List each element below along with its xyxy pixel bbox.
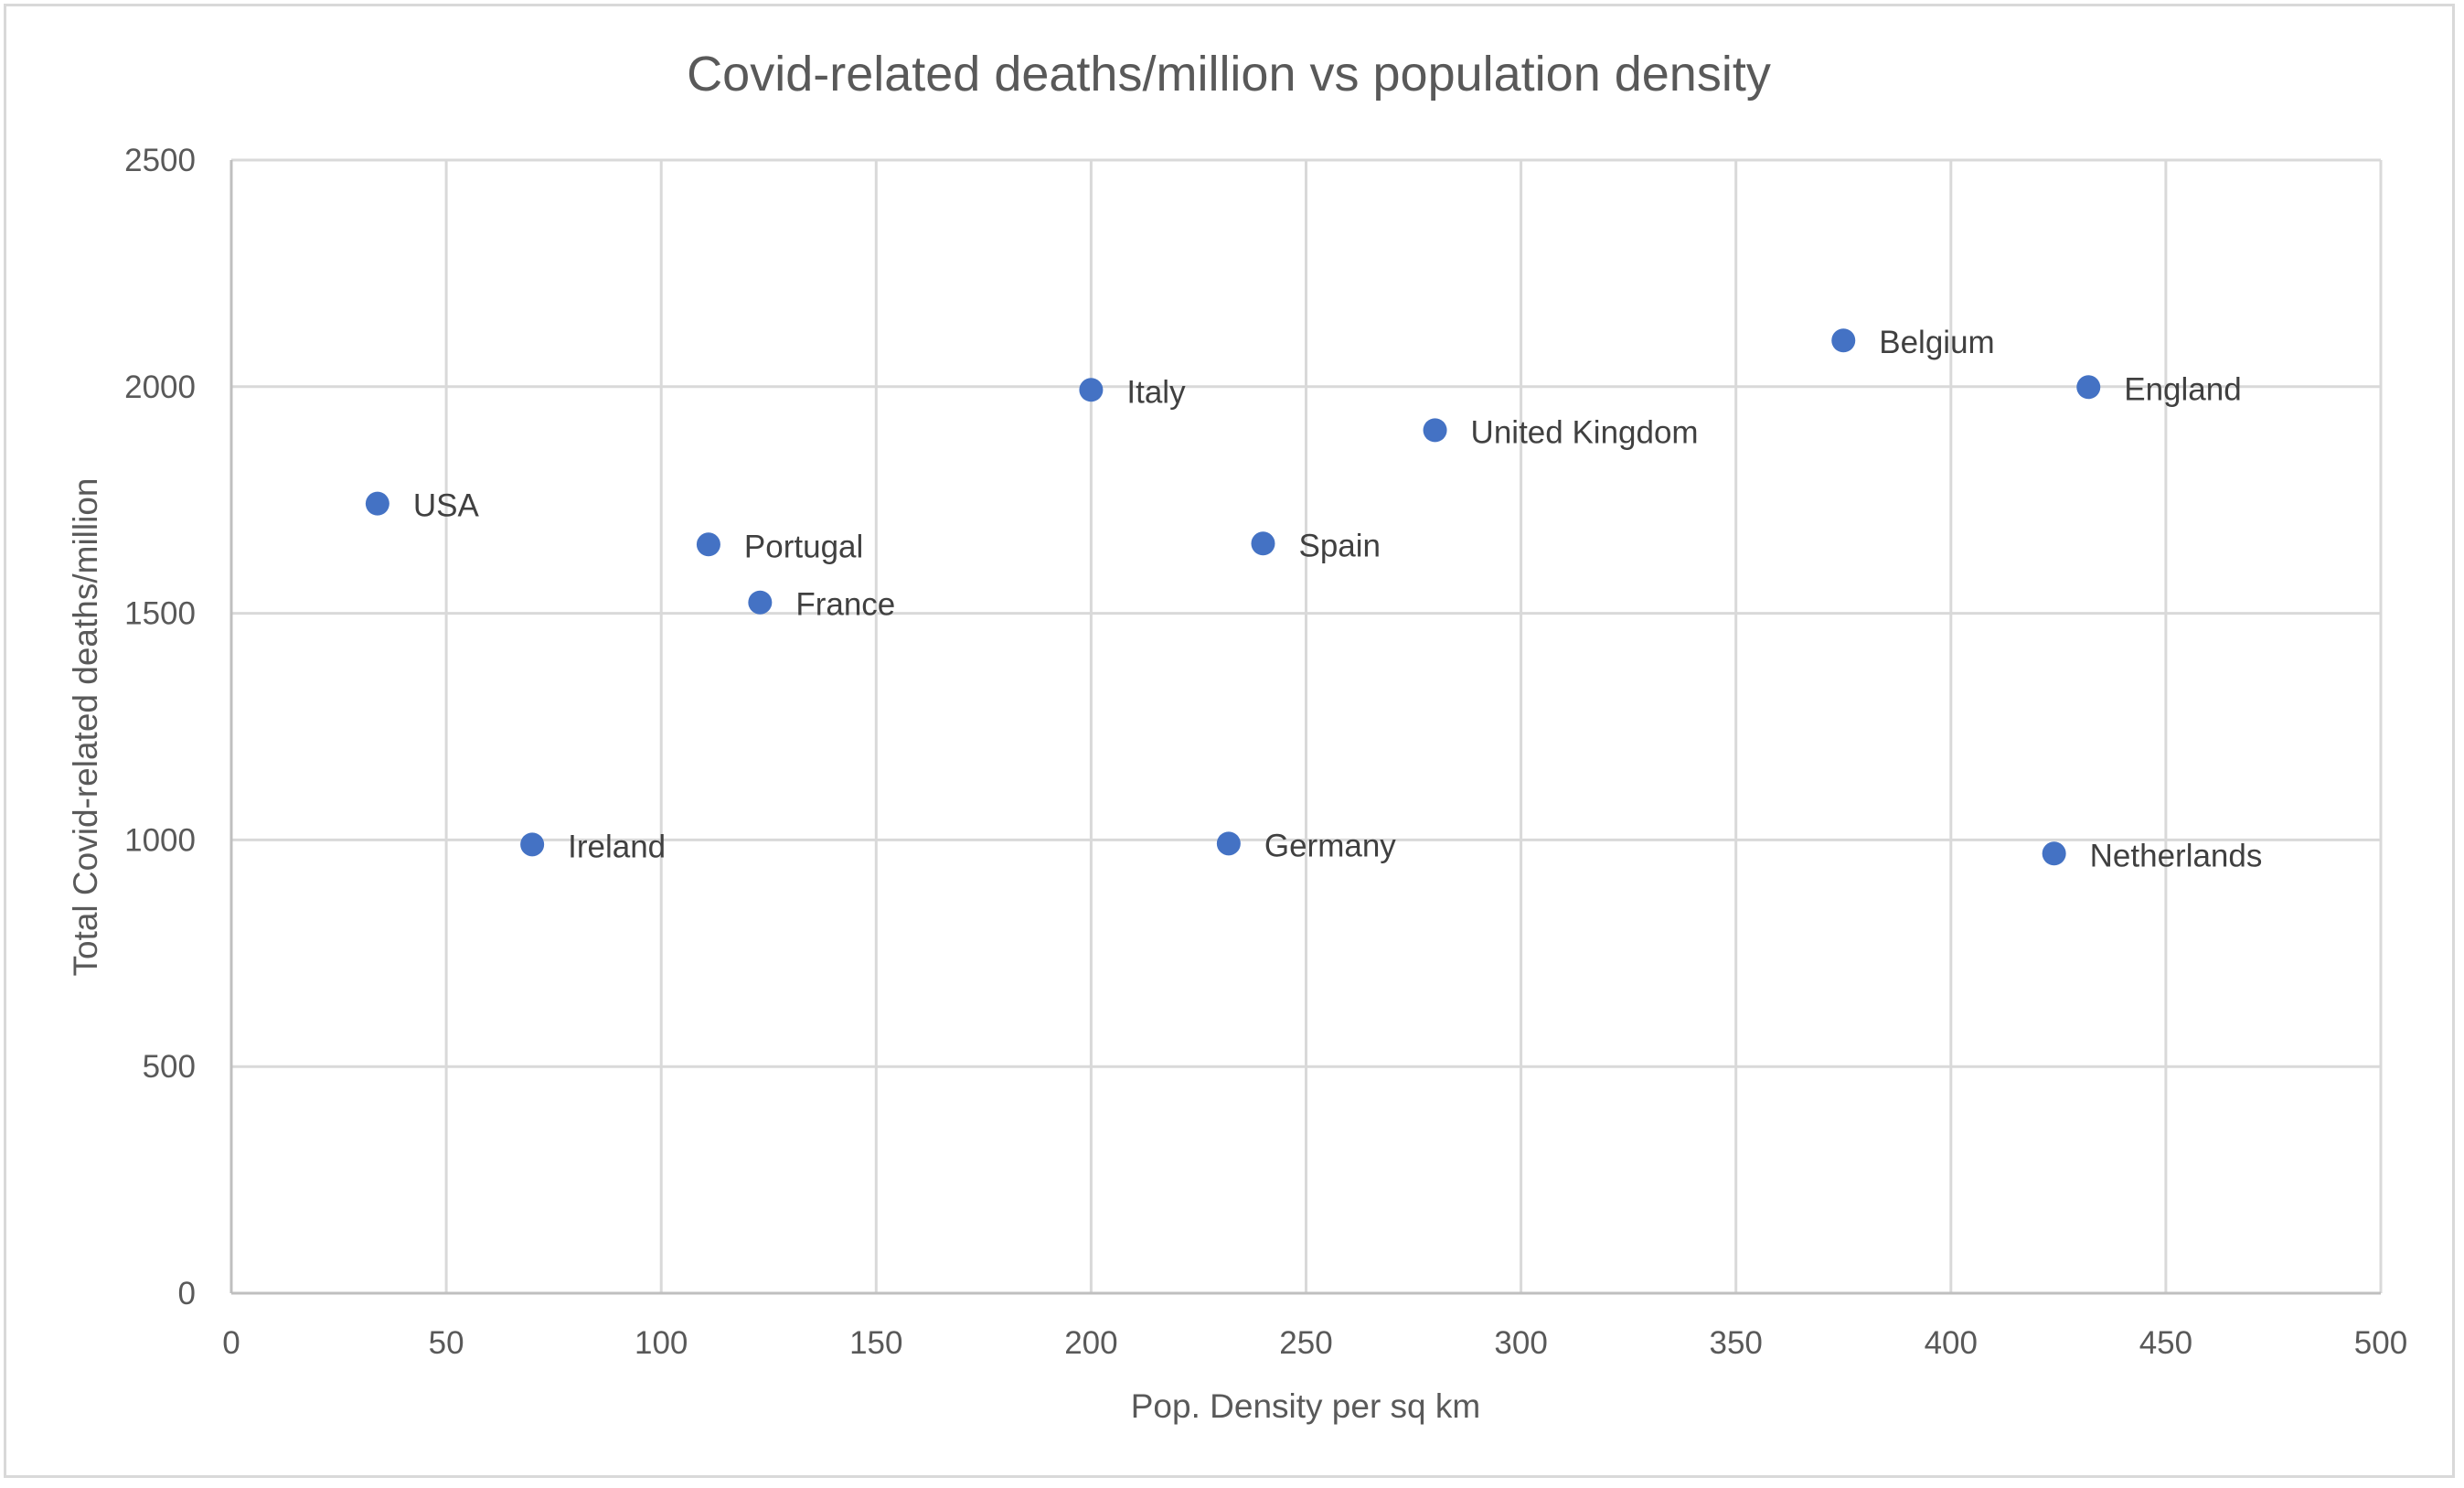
data-point [696, 532, 720, 557]
x-tick-label: 100 [635, 1325, 688, 1361]
axes [229, 160, 2381, 1295]
data-label: Netherlands [2090, 838, 2263, 873]
data-labels: USA Ireland Portugal France Italy Germany Spai… [413, 325, 2263, 873]
data-point [1251, 531, 1275, 556]
x-axis-title: Pop. Density per sq km [1131, 1387, 1480, 1425]
data-point [748, 590, 773, 615]
data-label: France [795, 587, 895, 623]
data-point [1423, 418, 1447, 443]
y-tick-label: 2000 [124, 369, 196, 405]
x-tick-label: 450 [2139, 1325, 2192, 1361]
x-tick-label: 300 [1494, 1325, 1547, 1361]
y-tick-label: 0 [178, 1276, 196, 1311]
data-point [1216, 831, 1241, 856]
gridlines [231, 158, 2383, 1293]
x-tick-label: 50 [429, 1325, 464, 1361]
data-label: United Kingdom [1471, 414, 1699, 450]
x-tick-label: 250 [1279, 1325, 1332, 1361]
y-tick-label: 1000 [124, 822, 196, 858]
data-label: England [2124, 371, 2241, 407]
data-label: USA [413, 488, 480, 524]
chart-title: Covid-related deaths/million vs populati… [687, 47, 1771, 102]
x-tick-label: 500 [2354, 1325, 2407, 1361]
y-tick-label: 2500 [124, 143, 196, 178]
data-label: Spain [1298, 528, 1381, 563]
x-tick-label: 200 [1064, 1325, 1117, 1361]
data-label: Ireland [568, 829, 666, 864]
chart-frame [4, 4, 2455, 1478]
y-tick-labels: 0 500 1000 1500 2000 2500 [124, 143, 196, 1311]
data-point [520, 832, 545, 857]
data-label: Italy [1126, 374, 1186, 410]
y-tick-label: 1500 [124, 596, 196, 632]
y-tick-label: 500 [143, 1049, 196, 1085]
x-tick-label: 400 [1925, 1325, 1978, 1361]
data-point [365, 491, 389, 516]
data-point [1079, 378, 1104, 402]
x-tick-labels: 0 50 100 150 200 250 300 350 400 450 500 [222, 1325, 2407, 1361]
y-axis-title: Total Covid-related deaths/million [67, 478, 104, 977]
x-tick-label: 150 [849, 1325, 902, 1361]
data-points [365, 328, 2101, 866]
x-tick-label: 0 [222, 1325, 240, 1361]
data-label: Portugal [744, 529, 863, 564]
data-point [2076, 375, 2101, 400]
data-label: Germany [1264, 828, 1396, 863]
data-point [2042, 841, 2066, 866]
x-tick-label: 350 [1709, 1325, 1762, 1361]
data-label: Belgium [1879, 325, 1994, 360]
data-point [1831, 328, 1856, 353]
